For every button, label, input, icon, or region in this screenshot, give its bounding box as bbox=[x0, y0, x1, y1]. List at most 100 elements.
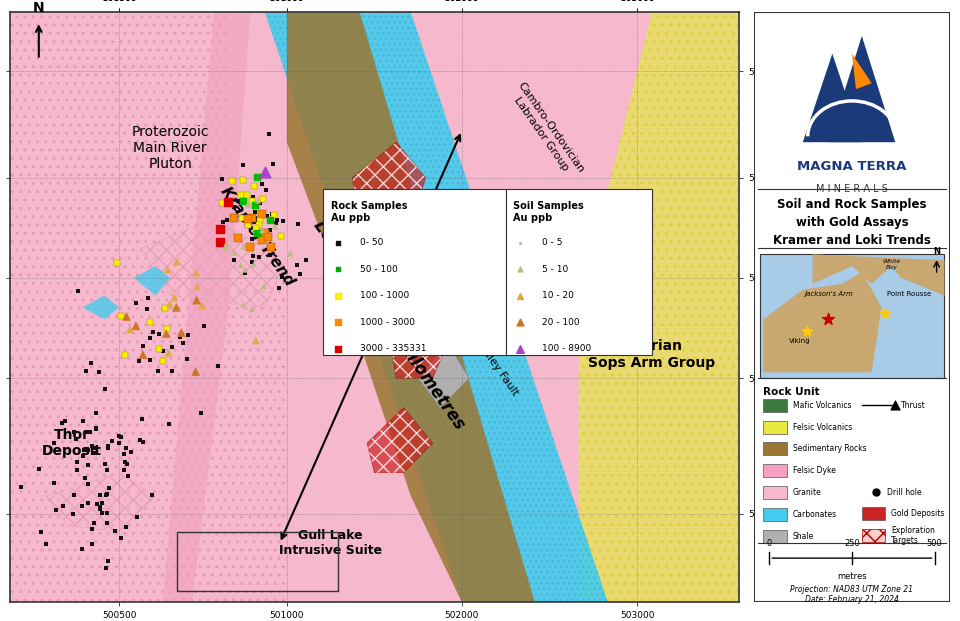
Point bbox=[235, 160, 251, 170]
Point bbox=[78, 427, 93, 437]
Point bbox=[160, 348, 176, 358]
Polygon shape bbox=[83, 296, 119, 319]
Point bbox=[117, 450, 132, 460]
Point bbox=[180, 330, 196, 340]
Point bbox=[74, 501, 89, 511]
Point bbox=[276, 216, 291, 226]
Polygon shape bbox=[763, 272, 881, 372]
Point bbox=[109, 258, 125, 268]
Point bbox=[120, 460, 135, 469]
Point bbox=[119, 311, 134, 321]
Point bbox=[274, 273, 289, 283]
Text: 0: 0 bbox=[767, 539, 772, 548]
Text: Proterozoic
Main River
Pluton: Proterozoic Main River Pluton bbox=[132, 125, 209, 171]
Point bbox=[244, 234, 259, 244]
Text: 5 - 10: 5 - 10 bbox=[542, 265, 568, 273]
FancyBboxPatch shape bbox=[763, 443, 787, 455]
Point bbox=[122, 325, 137, 335]
Point bbox=[264, 242, 279, 252]
Point bbox=[190, 281, 205, 291]
Point bbox=[245, 251, 260, 261]
FancyBboxPatch shape bbox=[759, 255, 945, 378]
Text: Carbonates: Carbonates bbox=[793, 510, 837, 519]
Text: N: N bbox=[33, 1, 44, 16]
Point bbox=[92, 504, 108, 514]
Text: Exploration
Targets: Exploration Targets bbox=[891, 526, 935, 545]
Point bbox=[159, 324, 175, 334]
Point bbox=[89, 499, 105, 509]
Point bbox=[77, 473, 92, 483]
Polygon shape bbox=[163, 12, 251, 602]
Text: 50 - 100: 50 - 100 bbox=[360, 265, 397, 273]
Point bbox=[263, 250, 278, 260]
Point bbox=[66, 427, 82, 437]
Point bbox=[254, 225, 270, 235]
Point bbox=[266, 211, 281, 220]
Point bbox=[257, 229, 273, 238]
Point bbox=[289, 260, 304, 270]
Point bbox=[84, 524, 100, 534]
Text: Jackson's Arm: Jackson's Arm bbox=[804, 291, 852, 297]
Point bbox=[142, 355, 157, 365]
Point bbox=[71, 286, 86, 296]
Point bbox=[101, 483, 116, 493]
Point bbox=[100, 507, 115, 517]
Point bbox=[47, 438, 62, 448]
Point bbox=[116, 465, 132, 474]
Point bbox=[97, 459, 112, 469]
Point bbox=[262, 225, 277, 235]
Point bbox=[189, 295, 204, 305]
Point bbox=[230, 233, 246, 243]
Point bbox=[513, 237, 528, 247]
Point bbox=[87, 448, 103, 458]
Point bbox=[888, 401, 903, 410]
Text: Gull Lake
Intrusive Suite: Gull Lake Intrusive Suite bbox=[279, 529, 382, 558]
Point bbox=[240, 199, 255, 209]
Point bbox=[75, 416, 90, 426]
Polygon shape bbox=[367, 407, 433, 473]
Polygon shape bbox=[10, 12, 228, 278]
Text: Granite: Granite bbox=[793, 488, 822, 497]
Point bbox=[132, 435, 148, 445]
FancyBboxPatch shape bbox=[763, 399, 787, 412]
Point bbox=[84, 358, 99, 368]
Point bbox=[227, 255, 242, 265]
Point bbox=[799, 326, 814, 336]
Point bbox=[188, 366, 204, 376]
Point bbox=[235, 175, 251, 185]
Point bbox=[111, 438, 127, 448]
Text: Sedimentary Rocks: Sedimentary Rocks bbox=[793, 445, 867, 453]
Point bbox=[92, 502, 108, 512]
Text: Loki Trend - 2.0 kilometres: Loki Trend - 2.0 kilometres bbox=[310, 217, 468, 433]
Point bbox=[249, 335, 264, 345]
Point bbox=[234, 214, 250, 224]
Point bbox=[214, 175, 229, 184]
Point bbox=[145, 490, 160, 500]
Polygon shape bbox=[812, 255, 945, 296]
FancyBboxPatch shape bbox=[763, 508, 787, 521]
Point bbox=[100, 443, 115, 453]
Point bbox=[236, 242, 252, 252]
Point bbox=[250, 227, 265, 237]
Point bbox=[142, 317, 157, 327]
Point bbox=[119, 443, 134, 453]
Text: Doucers Valley Fault: Doucers Valley Fault bbox=[447, 299, 520, 398]
Polygon shape bbox=[389, 296, 455, 378]
Point bbox=[267, 221, 282, 231]
Point bbox=[108, 527, 123, 537]
FancyBboxPatch shape bbox=[763, 486, 787, 499]
Point bbox=[169, 302, 184, 312]
Point bbox=[252, 214, 268, 224]
Point bbox=[162, 299, 178, 309]
Point bbox=[513, 317, 528, 327]
FancyBboxPatch shape bbox=[763, 465, 787, 478]
Point bbox=[272, 283, 287, 292]
Point bbox=[135, 341, 151, 351]
Point bbox=[220, 197, 235, 207]
Text: M I N E R A L S: M I N E R A L S bbox=[816, 184, 888, 194]
Text: Thrust: Thrust bbox=[901, 401, 926, 410]
Point bbox=[123, 446, 138, 456]
Point bbox=[234, 214, 250, 224]
FancyBboxPatch shape bbox=[862, 528, 885, 542]
Point bbox=[246, 192, 261, 202]
